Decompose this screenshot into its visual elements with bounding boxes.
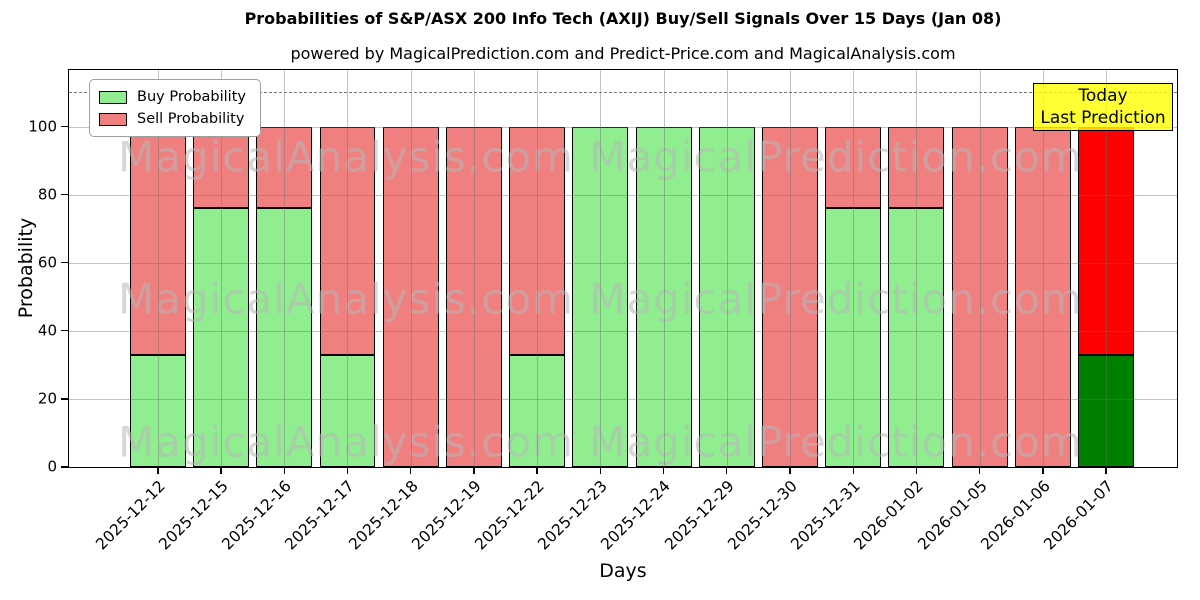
y-tick-label: 0 <box>47 457 57 476</box>
today-annotation-box: Today Last Prediction <box>1033 83 1173 131</box>
x-tick-mark <box>599 467 602 474</box>
bars-layer <box>69 70 1177 467</box>
x-tick-mark <box>283 467 285 474</box>
y-axis-title: Probability <box>15 217 37 319</box>
y-tick-label: 80 <box>37 185 57 204</box>
x-tick-mark <box>662 467 665 474</box>
legend-row-sell: Sell Probability <box>99 108 246 130</box>
y-tick-mark <box>61 398 69 400</box>
bar-segment-sell <box>256 126 313 209</box>
bar-segment-sell <box>825 126 882 209</box>
bar <box>888 70 945 467</box>
bar-segment-buy <box>1078 354 1135 467</box>
bar-segment-sell <box>382 126 439 467</box>
x-tick-mark <box>473 467 475 474</box>
bar <box>1078 70 1135 467</box>
bar <box>319 70 376 467</box>
bar-segment-sell <box>951 126 1008 467</box>
bar <box>762 70 818 467</box>
chart-title: Probabilities of S&P/ASX 200 Info Tech (… <box>244 9 1002 28</box>
y-tick-mark <box>61 330 69 332</box>
bar-segment-buy <box>256 208 313 467</box>
x-tick-mark <box>978 467 981 474</box>
sell-swatch-icon <box>99 112 127 126</box>
bar-segment-sell <box>1014 126 1071 467</box>
bar-segment-sell <box>445 126 502 467</box>
bar <box>256 70 313 467</box>
bar <box>1014 70 1071 467</box>
buy-swatch-icon <box>99 90 127 104</box>
x-tick-mark <box>915 467 918 474</box>
x-tick-mark <box>346 467 349 474</box>
y-tick-mark <box>61 466 69 468</box>
bar <box>698 70 755 467</box>
x-tick-mark <box>1042 467 1044 474</box>
y-tick-label: 40 <box>37 321 57 340</box>
x-tick-mark <box>852 467 854 474</box>
bar-segment-buy <box>825 208 882 467</box>
y-tick-label: 60 <box>37 253 57 272</box>
bar <box>129 70 186 467</box>
bar-segment-buy <box>572 126 629 467</box>
x-tick-mark <box>536 467 538 474</box>
chart-subtitle: powered by MagicalPrediction.com and Pre… <box>290 44 956 63</box>
bar-segment-buy <box>129 354 186 467</box>
y-tick-mark <box>61 125 69 128</box>
bar-segment-buy <box>698 126 755 467</box>
bar <box>382 70 439 467</box>
x-axis-title: Days <box>599 560 647 582</box>
x-tick-mark <box>157 467 159 474</box>
x-tick-mark <box>1105 467 1107 474</box>
bar-segment-sell <box>762 126 818 467</box>
bar <box>635 70 692 467</box>
legend-buy-label: Buy Probability <box>137 89 246 105</box>
bar-segment-sell <box>319 126 376 355</box>
bar-segment-sell <box>1078 126 1135 355</box>
bar-segment-sell <box>888 126 945 209</box>
y-tick-label: 20 <box>37 389 57 408</box>
legend: Buy Probability Sell Probability <box>89 79 261 137</box>
y-tick-mark <box>61 193 69 196</box>
bar-segment-sell <box>129 126 186 355</box>
bar-segment-buy <box>509 354 566 467</box>
today-annotation-line1: Today <box>1078 86 1128 106</box>
y-tick-label: 100 <box>28 117 57 136</box>
bar-segment-buy <box>319 354 376 467</box>
x-tick-mark <box>410 467 412 474</box>
upper-dashed-line <box>69 92 1177 94</box>
x-tick-mark <box>726 467 728 474</box>
bar-segment-sell <box>509 126 566 355</box>
bar-segment-sell <box>193 126 249 209</box>
legend-row-buy: Buy Probability <box>99 86 246 108</box>
x-tick-mark <box>220 467 222 474</box>
today-annotation-line2: Last Prediction <box>1040 108 1166 128</box>
bar-segment-buy <box>888 208 945 467</box>
plot-area: MagicalAnalysis.com MagicalPrediction.com… <box>28 69 1178 553</box>
legend-sell-label: Sell Probability <box>137 111 245 127</box>
x-tick-mark <box>789 467 791 474</box>
bar <box>572 70 629 467</box>
bar <box>951 70 1008 467</box>
bar <box>445 70 502 467</box>
bar-segment-buy <box>193 208 249 467</box>
y-tick-mark <box>61 262 69 264</box>
bar-segment-buy <box>635 126 692 467</box>
bar <box>193 70 249 467</box>
bar <box>509 70 566 467</box>
bar <box>825 70 882 467</box>
